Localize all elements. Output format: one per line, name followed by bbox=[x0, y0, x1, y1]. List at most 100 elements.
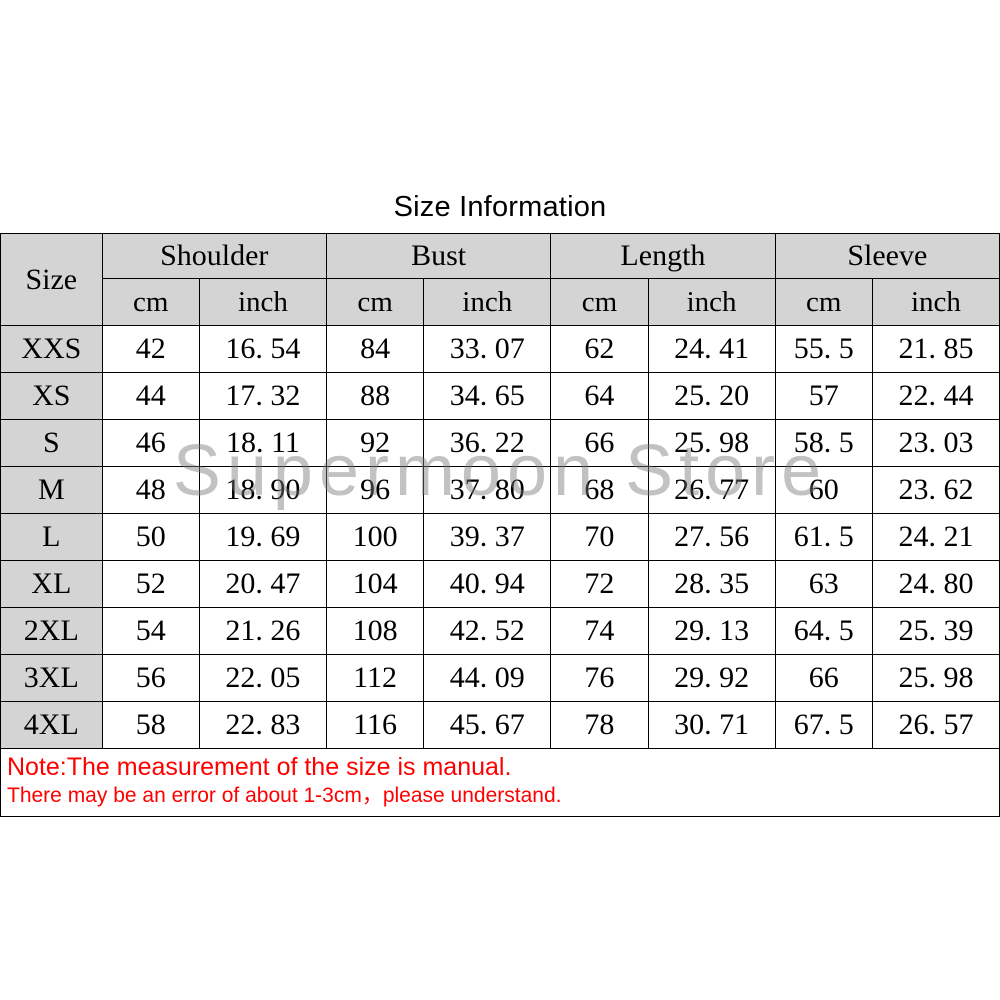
cell-sleeve-inch: 23. 62 bbox=[871, 466, 1000, 514]
cell-shoulder-cm: 52 bbox=[101, 560, 200, 608]
cell-length-inch: 24. 41 bbox=[647, 325, 776, 373]
cell-sleeve-inch: 23. 03 bbox=[871, 419, 1000, 467]
header-unit-sleeve-cm: cm bbox=[774, 278, 873, 326]
table-row: XL 52 20. 47 104 40. 94 72 28. 35 63 24.… bbox=[0, 560, 1000, 608]
cell-shoulder-inch: 21. 26 bbox=[198, 607, 327, 655]
cell-bust-inch: 37. 80 bbox=[423, 466, 552, 514]
table-group-header-row: Size Shoulder Bust Length Sleeve bbox=[0, 233, 1000, 326]
cell-bust-inch: 45. 67 bbox=[423, 701, 552, 749]
table-row: 4XL 58 22. 83 116 45. 67 78 30. 71 67. 5… bbox=[0, 701, 1000, 749]
cell-sleeve-cm: 55. 5 bbox=[774, 325, 873, 373]
header-unit-shoulder-inch: inch bbox=[198, 278, 327, 326]
cell-sleeve-cm: 66 bbox=[774, 654, 873, 702]
cell-bust-inch: 34. 65 bbox=[423, 372, 552, 420]
cell-length-cm: 72 bbox=[550, 560, 649, 608]
cell-bust-inch: 33. 07 bbox=[423, 325, 552, 373]
cell-bust-cm: 108 bbox=[325, 607, 425, 655]
header-unit-length-inch: inch bbox=[647, 278, 776, 326]
cell-shoulder-cm: 50 bbox=[101, 513, 200, 561]
header-unit-bust-inch: inch bbox=[423, 278, 552, 326]
row-size-label: L bbox=[0, 513, 103, 561]
cell-sleeve-inch: 26. 57 bbox=[871, 701, 1000, 749]
header-group-length: Length bbox=[550, 233, 776, 279]
cell-length-inch: 28. 35 bbox=[647, 560, 776, 608]
cell-length-cm: 76 bbox=[550, 654, 649, 702]
cell-shoulder-cm: 54 bbox=[101, 607, 200, 655]
page-title: Size Information bbox=[393, 191, 607, 223]
cell-length-cm: 68 bbox=[550, 466, 649, 514]
size-chart-sheet: Size Information Size Shoulder Bust Leng… bbox=[0, 186, 1000, 817]
cell-length-cm: 62 bbox=[550, 325, 649, 373]
cell-shoulder-cm: 56 bbox=[101, 654, 200, 702]
cell-length-cm: 70 bbox=[550, 513, 649, 561]
table-row: L 50 19. 69 100 39. 37 70 27. 56 61. 5 2… bbox=[0, 513, 1000, 561]
cell-sleeve-cm: 67. 5 bbox=[774, 701, 873, 749]
cell-bust-cm: 116 bbox=[325, 701, 425, 749]
cell-length-cm: 78 bbox=[550, 701, 649, 749]
header-group-bust: Bust bbox=[325, 233, 552, 279]
table-row: 2XL 54 21. 26 108 42. 52 74 29. 13 64. 5… bbox=[0, 607, 1000, 655]
cell-shoulder-cm: 42 bbox=[101, 325, 200, 373]
cell-length-inch: 30. 71 bbox=[647, 701, 776, 749]
cell-sleeve-inch: 25. 39 bbox=[871, 607, 1000, 655]
row-size-label: 4XL bbox=[0, 701, 103, 749]
cell-length-inch: 27. 56 bbox=[647, 513, 776, 561]
header-group-shoulder: Shoulder bbox=[101, 233, 327, 279]
cell-length-cm: 66 bbox=[550, 419, 649, 467]
cell-bust-cm: 112 bbox=[325, 654, 425, 702]
cell-shoulder-cm: 44 bbox=[101, 372, 200, 420]
cell-length-inch: 26. 77 bbox=[647, 466, 776, 514]
cell-bust-cm: 100 bbox=[325, 513, 425, 561]
cell-shoulder-inch: 22. 83 bbox=[198, 701, 327, 749]
size-table: Size Shoulder Bust Length Sleeve cm inch… bbox=[0, 233, 1000, 749]
cell-length-inch: 29. 92 bbox=[647, 654, 776, 702]
cell-bust-inch: 44. 09 bbox=[423, 654, 552, 702]
cell-shoulder-inch: 18. 90 bbox=[198, 466, 327, 514]
cell-shoulder-inch: 18. 11 bbox=[198, 419, 327, 467]
cell-bust-cm: 88 bbox=[325, 372, 425, 420]
cell-sleeve-cm: 60 bbox=[774, 466, 873, 514]
cell-shoulder-inch: 19. 69 bbox=[198, 513, 327, 561]
header-size: Size bbox=[0, 233, 103, 326]
cell-sleeve-inch: 24. 80 bbox=[871, 560, 1000, 608]
cell-length-inch: 25. 98 bbox=[647, 419, 776, 467]
cell-sleeve-inch: 24. 21 bbox=[871, 513, 1000, 561]
cell-shoulder-inch: 16. 54 bbox=[198, 325, 327, 373]
cell-bust-cm: 84 bbox=[325, 325, 425, 373]
note-measurement-manual: Note:The measurement of the size is manu… bbox=[7, 753, 512, 781]
cell-bust-cm: 96 bbox=[325, 466, 425, 514]
cell-shoulder-inch: 20. 47 bbox=[198, 560, 327, 608]
cell-sleeve-cm: 64. 5 bbox=[774, 607, 873, 655]
table-unit-header-row: cm inch cm inch cm inch cm inch bbox=[1, 278, 1000, 326]
cell-sleeve-cm: 61. 5 bbox=[774, 513, 873, 561]
cell-shoulder-cm: 46 bbox=[101, 419, 200, 467]
header-group-sleeve: Sleeve bbox=[774, 233, 1000, 279]
header-unit-shoulder-cm: cm bbox=[101, 278, 200, 326]
cell-length-cm: 64 bbox=[550, 372, 649, 420]
cell-sleeve-cm: 58. 5 bbox=[774, 419, 873, 467]
cell-sleeve-inch: 22. 44 bbox=[871, 372, 1000, 420]
cell-shoulder-inch: 22. 05 bbox=[198, 654, 327, 702]
row-size-label: 2XL bbox=[0, 607, 103, 655]
cell-bust-cm: 104 bbox=[325, 560, 425, 608]
cell-shoulder-cm: 58 bbox=[101, 701, 200, 749]
cell-sleeve-inch: 25. 98 bbox=[871, 654, 1000, 702]
row-size-label: XS bbox=[0, 372, 103, 420]
cell-shoulder-inch: 17. 32 bbox=[198, 372, 327, 420]
row-size-label: XXS bbox=[0, 325, 103, 373]
table-row: M 48 18. 90 96 37. 80 68 26. 77 60 23. 6… bbox=[0, 466, 1000, 514]
cell-length-inch: 29. 13 bbox=[647, 607, 776, 655]
notes-block: Note:The measurement of the size is manu… bbox=[0, 749, 1000, 817]
cell-shoulder-cm: 48 bbox=[101, 466, 200, 514]
row-size-label: XL bbox=[0, 560, 103, 608]
row-size-label: S bbox=[0, 419, 103, 467]
cell-length-cm: 74 bbox=[550, 607, 649, 655]
row-size-label: M bbox=[0, 466, 103, 514]
row-size-label: 3XL bbox=[0, 654, 103, 702]
cell-bust-inch: 42. 52 bbox=[423, 607, 552, 655]
table-row: XXS 42 16. 54 84 33. 07 62 24. 41 55. 5 … bbox=[0, 325, 1000, 373]
cell-sleeve-inch: 21. 85 bbox=[871, 325, 1000, 373]
table-row: S 46 18. 11 92 36. 22 66 25. 98 58. 5 23… bbox=[0, 419, 1000, 467]
cell-sleeve-cm: 57 bbox=[774, 372, 873, 420]
note-error-range: There may be an error of about 1-3cm，ple… bbox=[7, 784, 562, 807]
